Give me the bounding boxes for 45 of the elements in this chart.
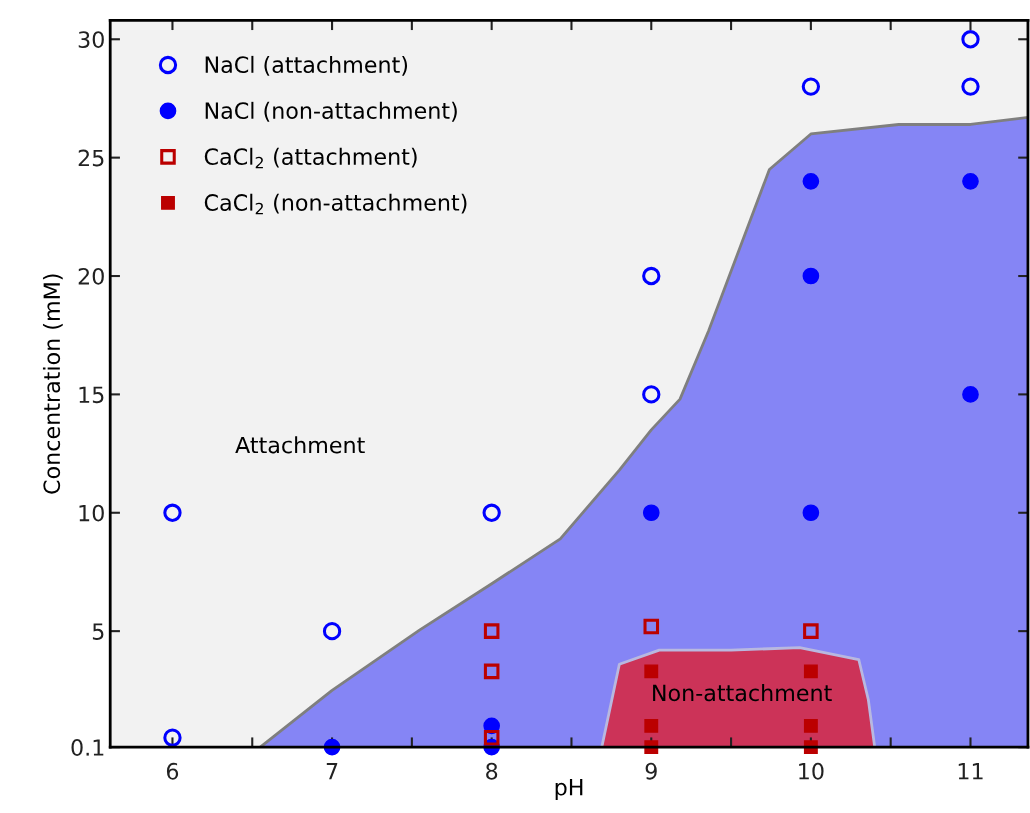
point <box>322 621 342 641</box>
y-tick-label: 15 <box>79 386 104 404</box>
point <box>962 172 979 190</box>
point <box>642 504 660 522</box>
legend-label: NaCl (non-attachment) <box>205 101 457 122</box>
point <box>163 503 182 522</box>
y-tick-label: 20 <box>78 267 104 285</box>
point <box>644 718 659 733</box>
annotation: Non-attachment <box>653 684 832 702</box>
y-tick-label: 25 <box>78 149 104 167</box>
x-tick-label: 9 <box>645 762 657 780</box>
point <box>801 77 821 96</box>
point <box>643 618 660 635</box>
x-tick-label: 8 <box>486 762 498 780</box>
point <box>802 504 820 522</box>
y-tick-label: 10 <box>79 504 104 522</box>
y-tick-label: 0.1 <box>71 739 104 756</box>
point <box>961 30 980 49</box>
x-tick-label: 7 <box>326 763 338 780</box>
y-tick-label: 30 <box>78 31 104 49</box>
x-tick-label: 11 <box>958 763 983 780</box>
point <box>803 623 819 639</box>
point <box>483 729 500 746</box>
annotation: Attachment <box>235 436 365 454</box>
point <box>803 718 818 733</box>
x-axis-title: pH <box>555 779 583 800</box>
point <box>642 266 661 286</box>
point <box>802 172 820 190</box>
point <box>163 728 182 747</box>
x-tick-label: 10 <box>799 762 824 780</box>
point <box>962 386 979 403</box>
point <box>644 664 659 679</box>
legend-label: CaCl$_{2}$ (attachment) <box>204 147 417 169</box>
point <box>482 503 501 522</box>
point <box>483 663 500 680</box>
y-tick-label: 5 <box>92 623 104 640</box>
point <box>803 664 818 679</box>
legend-label: NaCl (attachment) <box>205 55 408 76</box>
x-tick-label: 6 <box>166 762 179 780</box>
point <box>483 623 500 639</box>
point <box>802 267 820 285</box>
y-axis-title: Concentration (mM) <box>42 274 63 494</box>
point <box>961 77 980 96</box>
point <box>642 385 661 404</box>
legend-label: CaCl$_{2}$ (non-attachment) <box>204 193 467 215</box>
